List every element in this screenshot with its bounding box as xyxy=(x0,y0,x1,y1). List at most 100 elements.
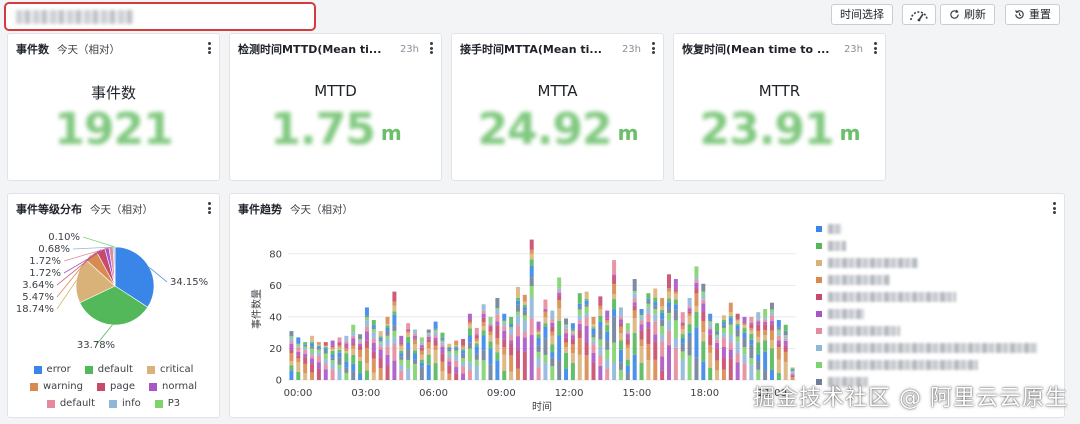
bar-segment[interactable] xyxy=(783,330,788,332)
bar-segment[interactable] xyxy=(769,369,774,380)
bar-segment[interactable] xyxy=(660,370,665,380)
bar-segment[interactable] xyxy=(488,348,493,365)
bar-segment[interactable] xyxy=(371,372,376,380)
bar-segment[interactable] xyxy=(385,335,390,339)
bar-segment[interactable] xyxy=(440,353,445,362)
bar-segment[interactable] xyxy=(721,327,726,334)
bar-segment[interactable] xyxy=(577,315,582,321)
bar-segment[interactable] xyxy=(584,313,589,318)
bar-segment[interactable] xyxy=(316,355,321,363)
bar-segment[interactable] xyxy=(447,373,452,380)
bar-segment[interactable] xyxy=(358,338,363,340)
bar-segment[interactable] xyxy=(776,327,781,330)
bar-segment[interactable] xyxy=(577,329,582,339)
bar-segment[interactable] xyxy=(612,283,617,295)
bar-segment[interactable] xyxy=(708,327,713,330)
bar-segment[interactable] xyxy=(502,320,507,322)
bar-segment[interactable] xyxy=(371,338,376,343)
bar-segment[interactable] xyxy=(440,371,445,380)
bar-segment[interactable] xyxy=(783,361,788,380)
bar-segment[interactable] xyxy=(316,346,321,349)
bar-segment[interactable] xyxy=(639,346,644,363)
bar-segment[interactable] xyxy=(776,335,781,341)
bar-segment[interactable] xyxy=(680,323,685,326)
bar-segment[interactable] xyxy=(419,345,424,348)
bar-segment[interactable] xyxy=(557,335,562,361)
bar-segment[interactable] xyxy=(296,362,301,372)
bar-segment[interactable] xyxy=(454,348,459,351)
bar-segment[interactable] xyxy=(337,347,342,350)
bar-segment[interactable] xyxy=(481,326,486,331)
bar-segment[interactable] xyxy=(440,361,445,372)
bar-segment[interactable] xyxy=(488,331,493,336)
bar-segment[interactable] xyxy=(323,345,328,347)
bar-segment[interactable] xyxy=(419,344,424,346)
bar-segment[interactable] xyxy=(419,350,424,355)
bar-segment[interactable] xyxy=(467,342,472,349)
bar-segment[interactable] xyxy=(447,347,452,350)
bar-segment[interactable] xyxy=(392,325,397,331)
bar-segment[interactable] xyxy=(763,330,768,336)
bar-segment[interactable] xyxy=(605,340,610,350)
bar-segment[interactable] xyxy=(303,350,308,354)
bar-segment[interactable] xyxy=(715,342,720,349)
legend-item[interactable]: default xyxy=(46,398,95,409)
bar-segment[interactable] xyxy=(454,347,459,349)
bar-segment[interactable] xyxy=(447,353,452,359)
more-options-icon[interactable] xyxy=(206,41,212,55)
bar-segment[interactable] xyxy=(550,357,555,367)
bar-segment[interactable] xyxy=(605,368,610,380)
bar-segment[interactable] xyxy=(419,359,424,363)
bar-segment[interactable] xyxy=(769,348,774,370)
bar-segment[interactable] xyxy=(660,341,665,357)
bar-segment[interactable] xyxy=(591,340,596,345)
bar-segment[interactable] xyxy=(303,348,308,351)
bar-segment[interactable] xyxy=(550,322,555,327)
bar-segment[interactable] xyxy=(673,291,678,294)
bar-segment[interactable] xyxy=(509,371,514,380)
bar-segment[interactable] xyxy=(728,317,733,322)
bar-segment[interactable] xyxy=(323,346,328,348)
bar-segment[interactable] xyxy=(653,305,658,310)
bar-segment[interactable] xyxy=(515,368,520,380)
trend-legend-item[interactable] xyxy=(816,326,900,336)
bar-segment[interactable] xyxy=(625,332,630,335)
bar-segment[interactable] xyxy=(330,357,335,361)
bar-segment[interactable] xyxy=(701,320,706,333)
bar-segment[interactable] xyxy=(509,326,514,328)
bar-segment[interactable] xyxy=(701,311,706,321)
bar-segment[interactable] xyxy=(694,357,699,380)
bar-segment[interactable] xyxy=(680,343,685,352)
bar-segment[interactable] xyxy=(303,345,308,347)
bar-segment[interactable] xyxy=(742,316,747,323)
bar-segment[interactable] xyxy=(440,346,445,354)
bar-segment[interactable] xyxy=(358,360,363,374)
bar-segment[interactable] xyxy=(708,352,713,369)
bar-segment[interactable] xyxy=(756,330,761,337)
bar-segment[interactable] xyxy=(344,372,349,380)
bar-segment[interactable] xyxy=(474,359,479,366)
bar-segment[interactable] xyxy=(598,305,603,310)
bar-segment[interactable] xyxy=(378,343,383,347)
bar-segment[interactable] xyxy=(413,353,417,360)
bar-segment[interactable] xyxy=(639,309,644,314)
bar-segment[interactable] xyxy=(371,358,376,373)
bar-segment[interactable] xyxy=(790,371,795,372)
bar-segment[interactable] xyxy=(632,354,637,380)
bar-segment[interactable] xyxy=(371,332,376,339)
bar-segment[interactable] xyxy=(701,291,706,295)
bar-segment[interactable] xyxy=(667,307,671,313)
bar-segment[interactable] xyxy=(522,304,527,308)
bar-segment[interactable] xyxy=(728,358,733,380)
trend-legend-item[interactable] xyxy=(816,241,846,251)
bar-segment[interactable] xyxy=(371,325,376,328)
bar-segment[interactable] xyxy=(783,336,788,339)
bar-segment[interactable] xyxy=(557,295,562,301)
bar-segment[interactable] xyxy=(406,329,411,330)
bar-segment[interactable] xyxy=(495,325,500,339)
bar-segment[interactable] xyxy=(344,361,349,368)
bar-segment[interactable] xyxy=(495,352,500,361)
bar-segment[interactable] xyxy=(488,322,493,324)
bar-segment[interactable] xyxy=(323,364,328,370)
bar-segment[interactable] xyxy=(564,352,569,369)
